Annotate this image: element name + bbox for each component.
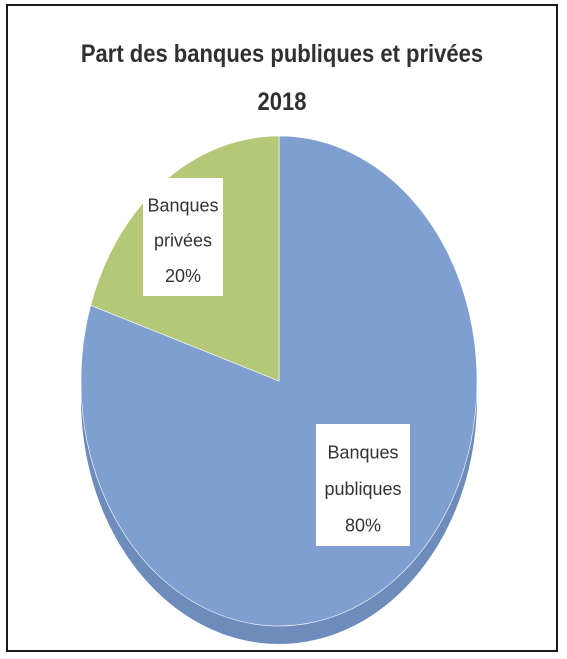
data-label-line: Banques <box>327 443 398 463</box>
pie-chart: Banques publiques 80% Banques privées 20% <box>80 135 478 644</box>
data-label-line: 20% <box>165 266 201 286</box>
chart-title-line-1: Part des banques publiques et privées <box>80 40 484 68</box>
data-label-line: publiques <box>324 479 401 499</box>
data-label-banques-privees: Banques privées 20% <box>143 178 223 296</box>
data-label-box <box>316 424 410 546</box>
chart-frame: Part des banques publiques et privées 20… <box>6 4 558 652</box>
data-label-line: privées <box>154 231 212 251</box>
data-label-line: 80% <box>345 515 381 535</box>
data-label-line: Banques <box>147 195 218 215</box>
data-label-banques-publiques: Banques publiques 80% <box>316 424 410 546</box>
data-label-box <box>143 178 223 296</box>
chart-title-line-2: 2018 <box>257 88 307 116</box>
